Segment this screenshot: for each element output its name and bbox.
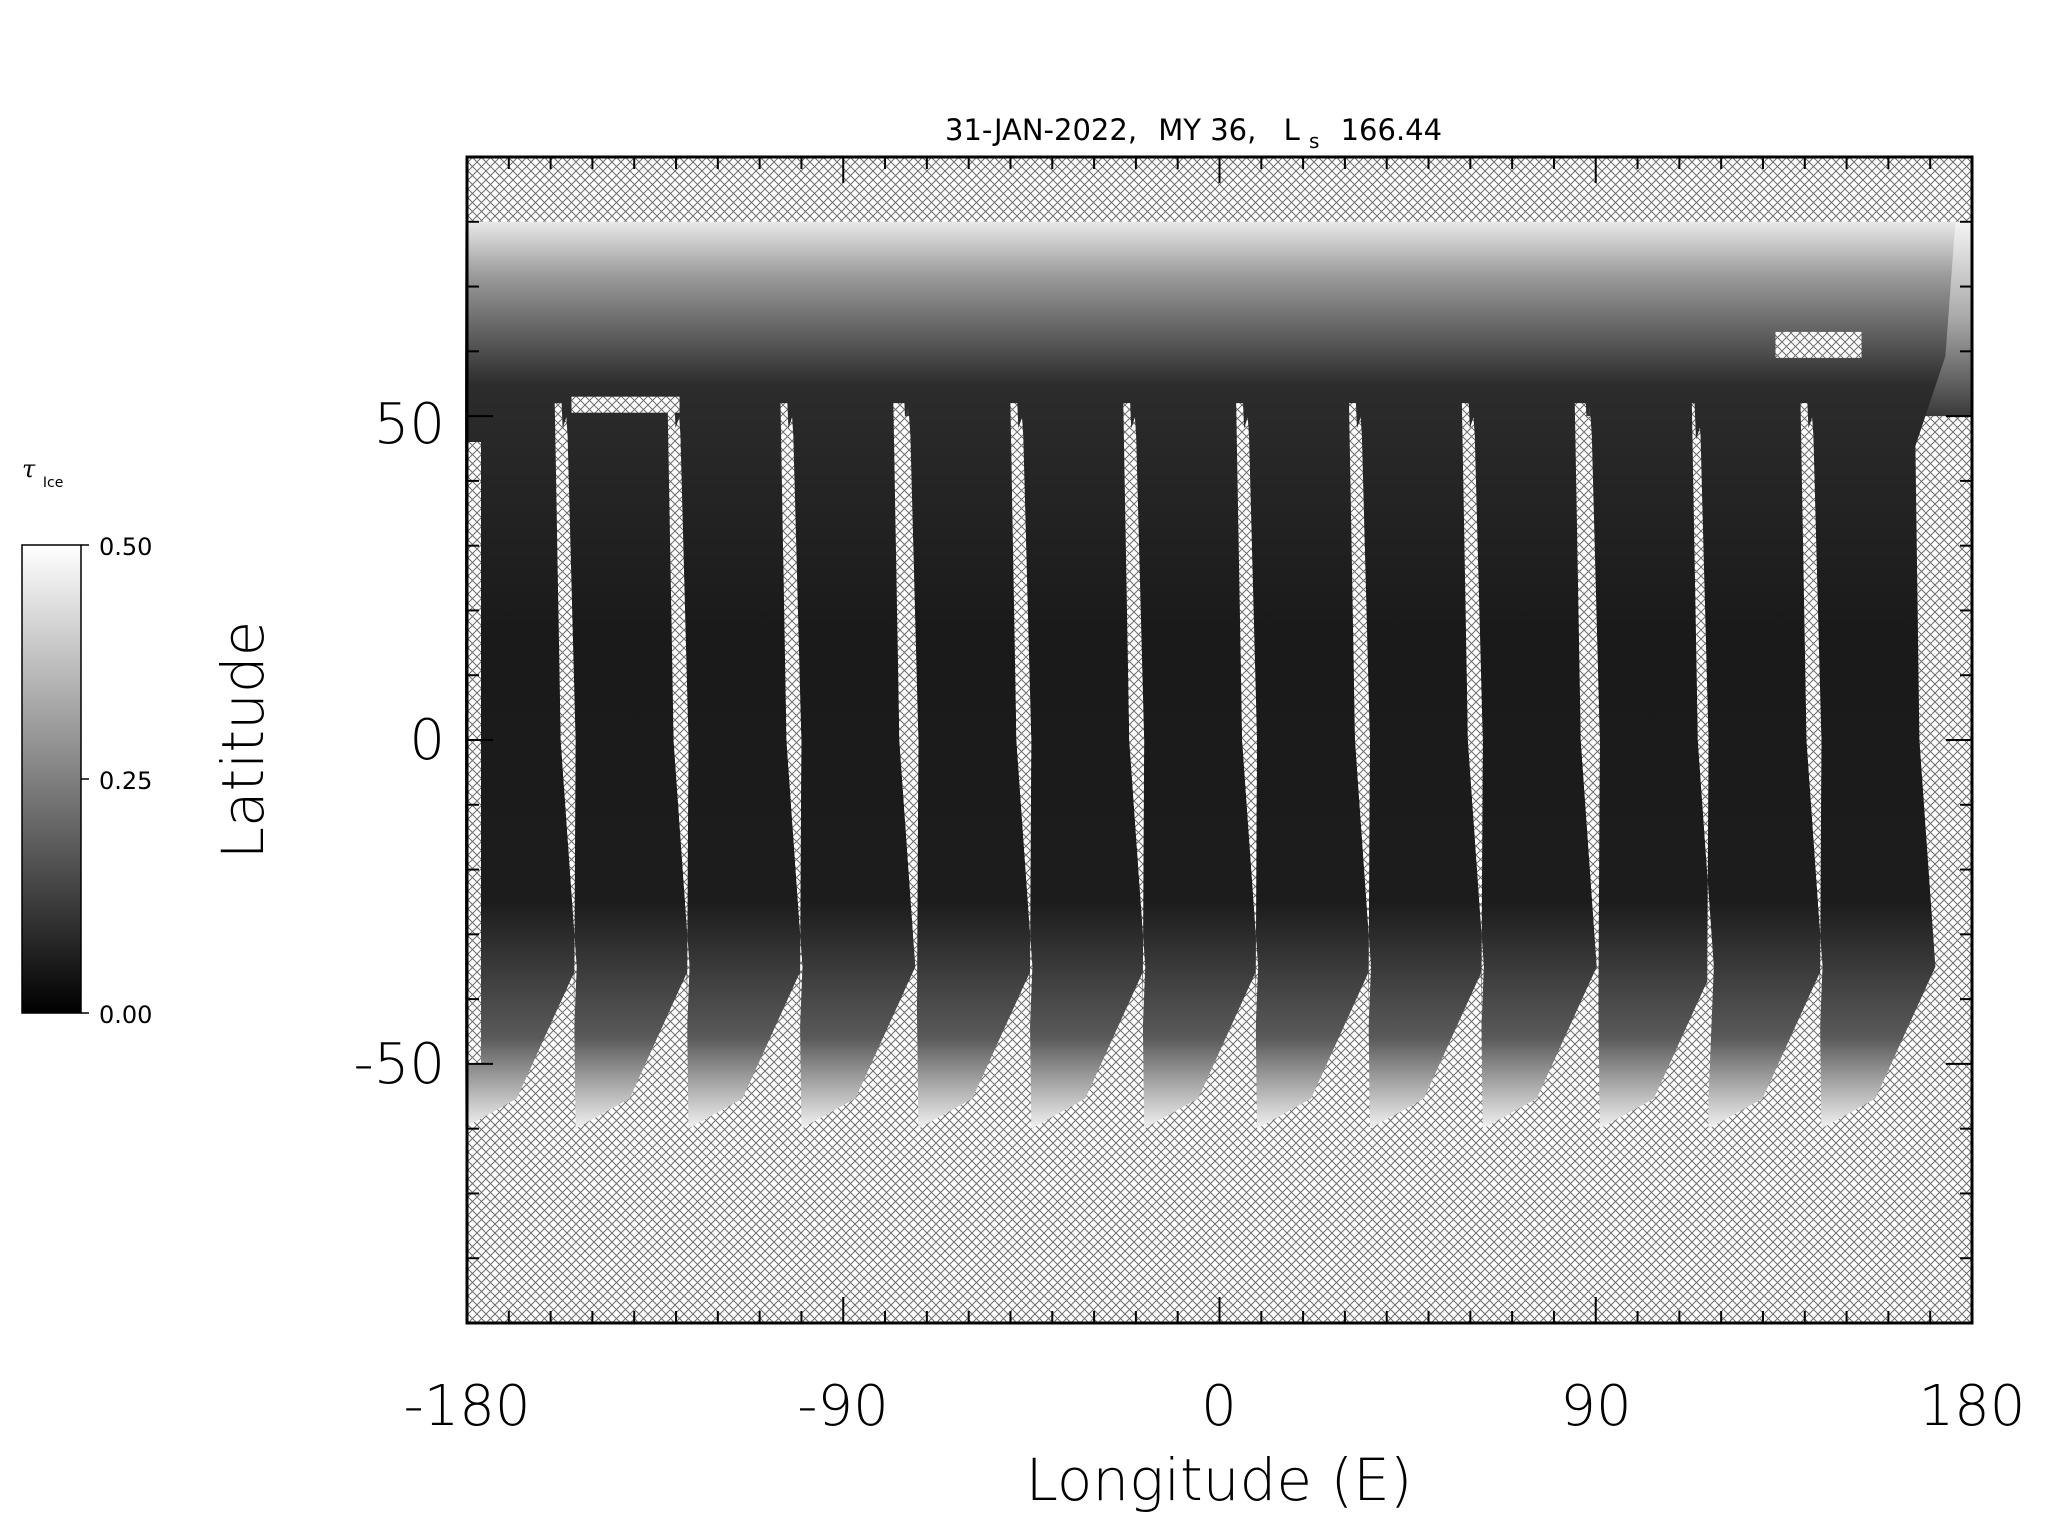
title-ls-symbol: L bbox=[1284, 113, 1300, 147]
x-tick-labels: -180 -90 0 90 180 bbox=[403, 1374, 2025, 1439]
colorbar-tick-label: 0.00 bbox=[99, 1001, 152, 1029]
no-data-gap bbox=[893, 403, 919, 1116]
colorbar-tick-label: 0.25 bbox=[99, 767, 152, 795]
title-ls-subscript: s bbox=[1309, 129, 1319, 153]
x-tick-label: 90 bbox=[1560, 1374, 1631, 1439]
ice-swath bbox=[906, 221, 1053, 1129]
y-axis-label: Latitude bbox=[209, 621, 277, 860]
x-tick-label: -180 bbox=[403, 1374, 530, 1439]
y-tick-label: -50 bbox=[354, 1032, 445, 1097]
no-data-gap bbox=[1010, 403, 1033, 1116]
map-content bbox=[465, 221, 1972, 1129]
ice-swath bbox=[465, 221, 597, 1128]
no-data-gap bbox=[1236, 403, 1259, 1116]
colorbar-label: τ Ice bbox=[22, 455, 63, 491]
no-data-box bbox=[1775, 331, 1862, 358]
ice-swath bbox=[676, 221, 823, 1129]
ice-swath bbox=[563, 221, 710, 1129]
title-ls-value: 166.44 bbox=[1341, 113, 1442, 147]
no-data-gap bbox=[1574, 403, 1600, 1116]
y-tick-label: 50 bbox=[374, 392, 445, 457]
no-data-gap bbox=[1800, 403, 1823, 1116]
no-data-box bbox=[571, 396, 680, 413]
ice-swath bbox=[1357, 221, 1504, 1129]
no-data-gap bbox=[1123, 403, 1146, 1116]
x-tick-label: 0 bbox=[1201, 1374, 1237, 1439]
ice-swath bbox=[1132, 221, 1279, 1129]
ice-swath bbox=[1809, 221, 1956, 1129]
axis-ticks bbox=[466, 156, 1973, 1324]
no-data-edge bbox=[467, 442, 481, 1064]
ice-swath bbox=[1245, 221, 1392, 1129]
y-tick-labels: 50 0 -50 bbox=[354, 392, 445, 1097]
x-tick-label: -90 bbox=[797, 1374, 888, 1439]
map-title: 31-JAN-2022, MY 36, L s 166.44 bbox=[945, 113, 1442, 155]
svg-text:31-JAN-2022, MY 36,: 31-JAN-2022, MY 36, L s 166.44 bbox=[945, 113, 1442, 155]
colorbar-tick-label: 0.50 bbox=[99, 533, 152, 561]
colorbar-tau-symbol: τ bbox=[22, 455, 36, 483]
colorbar-gradient bbox=[21, 544, 82, 1014]
no-data-gap bbox=[554, 403, 577, 1116]
title-mars-year: MY 36, bbox=[1158, 113, 1256, 147]
y-tick-label: 0 bbox=[409, 708, 445, 773]
colorbar-subscript: Ice bbox=[43, 475, 63, 491]
no-data-gap bbox=[1461, 403, 1484, 1116]
no-data-gap bbox=[780, 403, 803, 1116]
no-data-gap bbox=[1691, 403, 1714, 1116]
ice-swath bbox=[789, 221, 936, 1129]
ice-swath bbox=[1587, 221, 1734, 1129]
title-date: 31-JAN-2022, bbox=[945, 113, 1137, 147]
ice-swath bbox=[1019, 221, 1166, 1129]
ice-swath bbox=[1696, 221, 1843, 1129]
no-data-gap bbox=[1349, 403, 1372, 1116]
colorbar: τ Ice 0.50 0.25 0.00 bbox=[21, 455, 152, 1029]
no-data-gap bbox=[667, 403, 690, 1116]
x-axis-label: Longitude (E) bbox=[1026, 1446, 1413, 1514]
x-tick-label: 180 bbox=[1919, 1374, 2026, 1439]
ice-swath bbox=[1470, 221, 1617, 1129]
